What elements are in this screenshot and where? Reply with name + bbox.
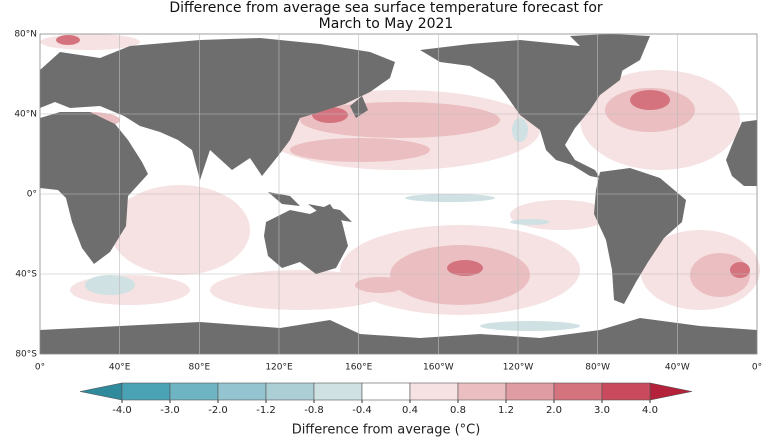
colorbar-tick-label: 0.4 — [402, 405, 418, 416]
colorbar-extend-high — [649, 382, 693, 401]
colorbar-tick-label: 0.8 — [450, 405, 466, 416]
lon-label: 160°W — [423, 363, 454, 373]
colorbar-bin — [217, 382, 267, 401]
lat-label: 40°S — [15, 270, 37, 280]
colorbar-tick-label: -0.4 — [352, 405, 372, 416]
lat-label: 0° — [27, 190, 37, 200]
title-line: March to May 2021 — [319, 16, 454, 32]
colorbar-bin — [121, 382, 171, 401]
colorbar-bin — [169, 382, 219, 401]
lon-label: 40°E — [109, 363, 131, 373]
lon-label: 0° — [35, 363, 45, 373]
lon-label: 80°W — [585, 363, 610, 373]
lon-label: 160°E — [345, 363, 373, 373]
colorbar-title: Difference from average (°C) — [292, 423, 481, 438]
lon-label: 120°E — [265, 363, 293, 373]
colorbar-bin — [265, 382, 315, 401]
title-line: Difference from average sea surface temp… — [169, 0, 603, 16]
colorbar-tick-label: -3.0 — [160, 405, 180, 416]
colorbar-bin — [601, 382, 651, 401]
land — [40, 34, 757, 354]
colorbar-tick-label: -1.2 — [256, 405, 276, 416]
colorbar-bin — [505, 382, 555, 401]
colorbar-extend-low — [79, 382, 123, 401]
colorbar-tick-label: 4.0 — [642, 405, 658, 416]
colorbar-tick-label: -4.0 — [112, 405, 132, 416]
colorbar-tick-label: -2.0 — [208, 405, 228, 416]
colorbar-bin — [361, 382, 411, 401]
lon-label: 120°W — [503, 363, 534, 373]
colorbar-tick-label: -0.8 — [304, 405, 324, 416]
colorbar-tick-label: 1.2 — [498, 405, 514, 416]
colorbar-bin — [409, 382, 459, 401]
lon-label: 80°E — [189, 363, 211, 373]
colorbar-bin — [313, 382, 363, 401]
lon-label: 0° — [752, 363, 762, 373]
colorbar-bin — [457, 382, 507, 401]
lat-label: 80°N — [14, 30, 37, 40]
colorbar-tick-label: 2.0 — [546, 405, 562, 416]
lon-label: 40°W — [665, 363, 690, 373]
lat-label: 80°S — [15, 350, 37, 360]
lat-label: 40°N — [14, 110, 37, 120]
anomaly-cool — [85, 118, 580, 331]
colorbar-bin — [553, 382, 603, 401]
colorbar-tick-label: 3.0 — [594, 405, 610, 416]
